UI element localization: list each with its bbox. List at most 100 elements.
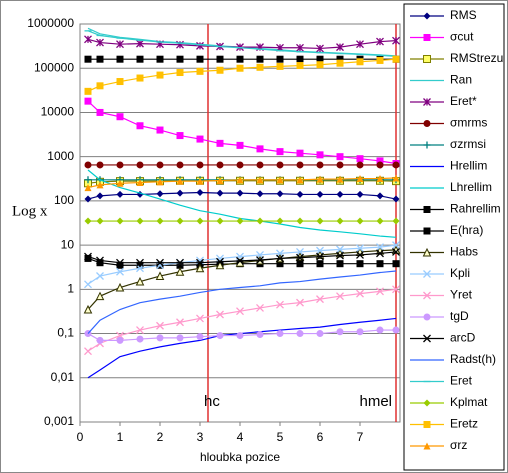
marker (84, 217, 92, 225)
marker (276, 62, 284, 70)
marker (276, 148, 284, 156)
marker (84, 161, 92, 169)
marker (136, 179, 144, 187)
marker (276, 161, 284, 169)
y-tick-label: 1000 (47, 149, 74, 163)
marker (256, 190, 264, 198)
marker (422, 247, 432, 257)
marker (336, 55, 344, 63)
marker (316, 252, 324, 261)
annotation-label: hc (204, 393, 220, 410)
marker (392, 195, 400, 203)
marker (296, 176, 304, 184)
marker (336, 245, 344, 254)
marker (96, 192, 104, 200)
marker (256, 55, 264, 63)
marker (176, 55, 184, 63)
marker (356, 58, 364, 66)
annotation-label: hmel (359, 393, 392, 410)
marker (256, 303, 264, 312)
marker (116, 55, 124, 63)
marker (216, 139, 224, 147)
marker (356, 289, 364, 298)
marker (356, 190, 364, 198)
marker (216, 176, 224, 184)
legend-label: Eretz (450, 417, 478, 431)
marker (196, 135, 204, 143)
legend-box (403, 3, 505, 471)
marker (156, 126, 164, 134)
marker (392, 248, 400, 256)
marker (376, 260, 384, 268)
marker (116, 261, 124, 269)
marker (392, 285, 400, 294)
y-tick-label: 1000000 (27, 16, 74, 30)
marker (336, 217, 344, 225)
marker (423, 206, 431, 213)
marker (136, 258, 144, 267)
marker (376, 175, 384, 183)
marker (336, 175, 344, 183)
y-tick-label: 0,01 (51, 370, 75, 384)
marker (296, 253, 304, 262)
series (87, 270, 397, 334)
marker (136, 161, 144, 169)
marker (84, 176, 92, 184)
marker (423, 98, 431, 106)
marker (96, 336, 104, 344)
marker (336, 153, 344, 161)
marker (376, 249, 384, 258)
marker (196, 41, 204, 50)
marker (423, 120, 431, 127)
marker (135, 276, 145, 286)
legend-label: Rahrellim (450, 202, 501, 216)
series (84, 35, 400, 53)
marker (296, 149, 304, 157)
marker (96, 55, 104, 63)
marker (216, 161, 224, 169)
marker (423, 421, 431, 428)
marker (236, 161, 244, 169)
marker (176, 161, 184, 169)
marker (96, 256, 104, 265)
series (84, 217, 400, 225)
marker (216, 66, 224, 74)
marker (256, 63, 264, 71)
series (84, 326, 400, 344)
marker (423, 12, 431, 20)
marker (196, 177, 204, 185)
marker (296, 330, 304, 338)
marker (84, 97, 92, 105)
marker (296, 260, 304, 268)
marker (84, 55, 92, 63)
marker (256, 331, 264, 339)
marker (156, 178, 164, 186)
marker (96, 272, 104, 280)
marker (276, 260, 284, 268)
marker (156, 217, 164, 225)
marker (256, 217, 264, 225)
marker (176, 132, 184, 140)
marker (276, 254, 284, 263)
marker (256, 145, 264, 153)
marker (96, 82, 104, 90)
y-tick-label: 100000 (34, 60, 74, 74)
marker (84, 35, 92, 44)
marker (376, 56, 384, 64)
marker (392, 260, 400, 268)
legend-label: σzrmsi (450, 137, 486, 151)
legend-label: σcut (450, 30, 474, 44)
marker (115, 282, 125, 292)
marker (376, 192, 384, 200)
marker (316, 161, 324, 169)
marker (423, 334, 431, 343)
y-tick-label: 0,001 (44, 414, 74, 428)
marker (392, 241, 400, 250)
marker (336, 190, 344, 198)
marker (176, 177, 184, 185)
series (84, 188, 400, 203)
y-tick-label: 10000 (41, 105, 75, 119)
marker (216, 332, 224, 340)
x-tick-label: 6 (317, 430, 324, 444)
